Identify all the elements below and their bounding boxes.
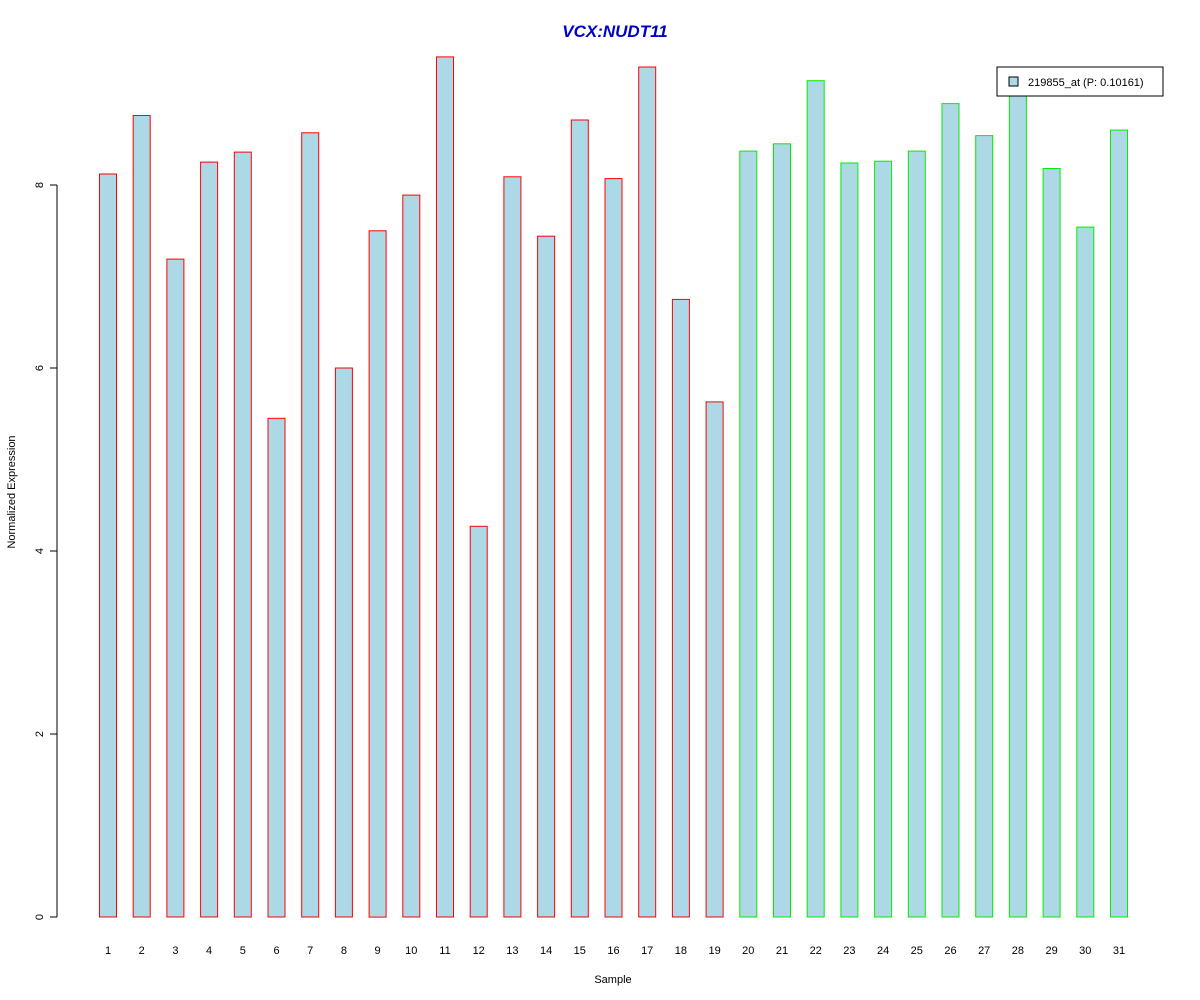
x-axis-tick-label: 30 xyxy=(1079,945,1091,957)
bar-sample-24 xyxy=(874,160,893,918)
bar-sample-2 xyxy=(132,115,151,918)
x-axis-tick-label: 4 xyxy=(206,945,212,957)
bar-sample-14 xyxy=(537,235,556,918)
x-axis-tick-label: 17 xyxy=(641,945,653,957)
bar-sample-16 xyxy=(604,178,623,918)
x-axis-label: Sample xyxy=(594,974,631,986)
bar-sample-25 xyxy=(907,150,926,918)
y-axis-tick-label: 0 xyxy=(34,914,46,920)
x-axis-tick-label: 29 xyxy=(1045,945,1057,957)
bar-sample-4 xyxy=(200,161,219,918)
bar-sample-12 xyxy=(469,525,488,918)
x-axis-tick-label: 7 xyxy=(307,945,313,957)
bar-sample-1 xyxy=(99,173,117,918)
bar-sample-9 xyxy=(368,230,387,918)
bar-sample-23 xyxy=(840,162,859,918)
bar-sample-3 xyxy=(166,258,185,918)
x-axis-tick-label: 1 xyxy=(105,945,111,957)
y-axis-label: Normalized Expression xyxy=(6,435,18,548)
bar-sample-28 xyxy=(1008,82,1027,918)
bar-sample-19 xyxy=(705,401,724,918)
x-axis-tick-label: 8 xyxy=(341,945,347,957)
bar-sample-15 xyxy=(570,119,589,918)
y-axis-tick-label: 6 xyxy=(34,365,46,371)
bar-sample-8 xyxy=(334,367,353,918)
legend-box xyxy=(996,66,1164,97)
bar-sample-10 xyxy=(402,194,421,918)
x-axis-tick-label: 31 xyxy=(1113,945,1125,957)
bar-sample-26 xyxy=(941,103,960,918)
bar-sample-29 xyxy=(1042,168,1061,918)
x-axis-tick-label: 11 xyxy=(439,945,450,957)
y-axis: 0 2 4 6 8 xyxy=(34,182,58,920)
x-axis-tick-label: 25 xyxy=(911,945,923,957)
x-axis-tick-label: 14 xyxy=(540,945,552,957)
bar-sample-5 xyxy=(233,151,252,918)
x-axis-tick-label: 22 xyxy=(810,945,822,957)
x-axis-tick-label: 24 xyxy=(877,945,889,957)
x-axis-tick-label: 20 xyxy=(742,945,754,957)
x-axis-tick-label: 21 xyxy=(776,945,788,957)
x-axis-tick-label: 16 xyxy=(607,945,619,957)
x-axis-tick-label: 15 xyxy=(574,945,586,957)
legend-entry-label: 219855_at (P: 0.10161) xyxy=(1028,77,1144,89)
bar-sample-13 xyxy=(503,176,522,918)
x-axis-tick-label: 6 xyxy=(273,945,279,957)
chart-title: VCX:NUDT11 xyxy=(562,22,667,41)
legend-swatch xyxy=(1008,76,1019,87)
bar-sample-22 xyxy=(806,80,825,918)
x-axis-tick-label: 18 xyxy=(675,945,687,957)
bar-sample-11 xyxy=(436,56,454,918)
bar-sample-30 xyxy=(1076,226,1095,918)
x-axis-tick-label: 3 xyxy=(172,945,178,957)
bar-sample-21 xyxy=(773,143,791,918)
x-axis-tick-label: 2 xyxy=(139,945,145,957)
x-axis-tick-label: 9 xyxy=(375,945,381,957)
bar-sample-6 xyxy=(267,417,286,918)
x-axis-tick-label: 27 xyxy=(978,945,990,957)
x-axis-tick-label: 19 xyxy=(708,945,720,957)
y-axis-tick-label: 2 xyxy=(34,731,46,737)
x-axis-tick-label: 10 xyxy=(405,945,417,957)
y-axis-tick-label: 4 xyxy=(34,548,46,554)
bar-sample-18 xyxy=(671,298,690,918)
bar-sample-31 xyxy=(1110,129,1128,918)
bar-sample-20 xyxy=(739,150,758,918)
x-axis-tick-labels: 1 2 3 4 5 6 7 8 9 10 11 12 13 14 15 16 17 18 19 20 21 22 23 24 2… xyxy=(105,945,1125,957)
y-axis-tick-label: 8 xyxy=(34,182,46,188)
bars xyxy=(99,56,1128,918)
bar-sample-17 xyxy=(638,66,657,918)
x-axis-tick-label: 28 xyxy=(1012,945,1024,957)
bar-sample-27 xyxy=(975,135,994,918)
x-axis-tick-label: 13 xyxy=(506,945,518,957)
x-axis-tick-label: 26 xyxy=(944,945,956,957)
x-axis-tick-label: 12 xyxy=(473,945,485,957)
x-axis-tick-label: 5 xyxy=(240,945,246,957)
bar-sample-7 xyxy=(301,132,320,918)
x-axis-tick-label: 23 xyxy=(843,945,855,957)
legend: 219855_at (P: 0.10161) xyxy=(996,66,1164,97)
